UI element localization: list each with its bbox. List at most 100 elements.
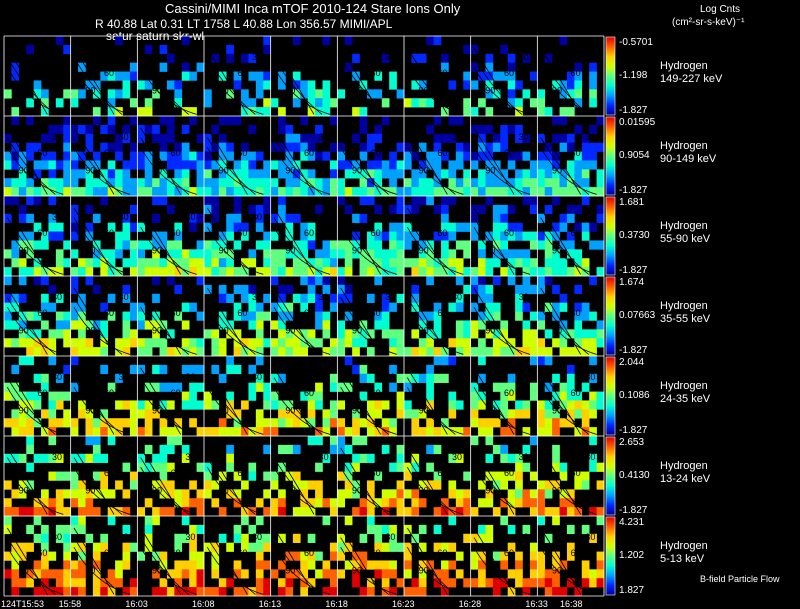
heatmap-cell (255, 427, 264, 437)
heatmap-cell (41, 569, 49, 579)
heatmap-cell (196, 213, 205, 223)
heatmap-cell (389, 151, 397, 161)
heatmap-cell (144, 267, 153, 277)
heatmap-cell (537, 151, 546, 161)
heatmap-cell (315, 204, 323, 215)
heatmap-cell (100, 338, 109, 348)
heatmap-cell (18, 187, 27, 197)
heatmap-cell (181, 400, 190, 410)
heatmap-cell (329, 569, 338, 579)
heatmap-cell (537, 498, 546, 508)
heatmap-cell (337, 160, 346, 170)
heatmap-cell (278, 302, 286, 312)
heatmap-cell (55, 187, 64, 197)
heatmap-cell (574, 222, 583, 232)
heatmap-cell (115, 249, 123, 259)
heatmap-cell (285, 267, 294, 277)
contour-label: 30 (585, 212, 595, 222)
heatmap-cell (492, 382, 501, 392)
heatmap-cell (100, 196, 109, 206)
heatmap-cell (70, 267, 79, 277)
heatmap-cell (218, 373, 227, 383)
contour-line (206, 457, 256, 515)
heatmap-cell (589, 80, 597, 90)
heatmap-cell (218, 418, 227, 428)
heatmap-cell (152, 507, 160, 517)
heatmap-cell (189, 551, 197, 561)
contour-line (406, 537, 456, 595)
heatmap-cell (389, 489, 397, 499)
heatmap-cell (559, 498, 568, 508)
heatmap-cell (566, 551, 575, 561)
heatmap-cell (255, 356, 264, 366)
heatmap-cell (174, 587, 183, 597)
heatmap-cell (507, 62, 516, 72)
heatmap-cell (129, 258, 138, 268)
heatmap-cell (115, 480, 123, 490)
heatmap-cell (152, 382, 160, 392)
heatmap-cell (515, 400, 523, 410)
heatmap-cell (300, 507, 309, 517)
heatmap-cell (596, 569, 605, 579)
heatmap-cell (196, 382, 205, 392)
heatmap-cell (478, 569, 486, 579)
heatmap-cell (522, 338, 531, 348)
heatmap-cell (100, 409, 109, 419)
heatmap-cell (596, 187, 605, 197)
heatmap-cell (559, 507, 568, 517)
heatmap-cell (189, 418, 197, 428)
heatmap-cell (18, 293, 27, 303)
heatmap-cell (33, 187, 42, 197)
heatmap-cell (515, 311, 523, 321)
heatmap-cell (455, 489, 464, 499)
heatmap-cell (329, 178, 338, 188)
heatmap-cell (48, 569, 57, 579)
heatmap-cell (529, 436, 538, 446)
heatmap-cell (500, 267, 509, 277)
heatmap-cell (589, 569, 597, 579)
heatmap-cell (211, 249, 220, 259)
heatmap-cell (285, 551, 294, 561)
heatmap-cell (159, 587, 168, 597)
heatmap-cell (411, 187, 420, 197)
heatmap-cell (85, 498, 94, 508)
heatmap-cell (226, 44, 234, 55)
heatmap-cell (433, 133, 442, 143)
heatmap-cell (566, 507, 575, 517)
heatmap-cell (329, 578, 338, 588)
heatmap-cell (359, 364, 368, 375)
heatmap-cell (129, 409, 138, 419)
heatmap-cell (492, 311, 501, 321)
heatmap-cell (78, 480, 86, 490)
heatmap-cell (241, 231, 249, 241)
heatmap-cell (196, 560, 205, 570)
heatmap-cell (41, 533, 49, 543)
contour-label: 30 (52, 372, 62, 382)
heatmap-cell (300, 142, 309, 152)
heatmap-cell (152, 569, 160, 579)
heatmap-cell (381, 160, 390, 170)
heatmap-cell (18, 400, 27, 410)
heatmap-cell (552, 284, 560, 295)
heatmap-cell (500, 560, 509, 570)
heatmap-cell (181, 151, 190, 161)
heatmap-cell (248, 364, 257, 375)
contour-line (540, 377, 589, 435)
heatmap-cell (63, 569, 71, 579)
contour-line (206, 547, 264, 595)
contour-label: 90 (285, 486, 295, 496)
heatmap-cell (374, 498, 383, 508)
heatmap-cell (270, 418, 279, 428)
contour-line (140, 47, 182, 115)
contour-line (340, 67, 397, 115)
heatmap-cell (189, 187, 197, 197)
heatmap-cell (500, 498, 509, 508)
heatmap-cell (589, 311, 597, 321)
heatmap-cell (537, 418, 546, 428)
heatmap-cell (396, 160, 405, 170)
heatmap-cell (411, 462, 420, 472)
heatmap-cell (26, 44, 34, 55)
colorbar-units-title: Log Cnts (700, 4, 741, 15)
heatmap-cell (411, 267, 420, 277)
heatmap-cell (18, 213, 27, 223)
